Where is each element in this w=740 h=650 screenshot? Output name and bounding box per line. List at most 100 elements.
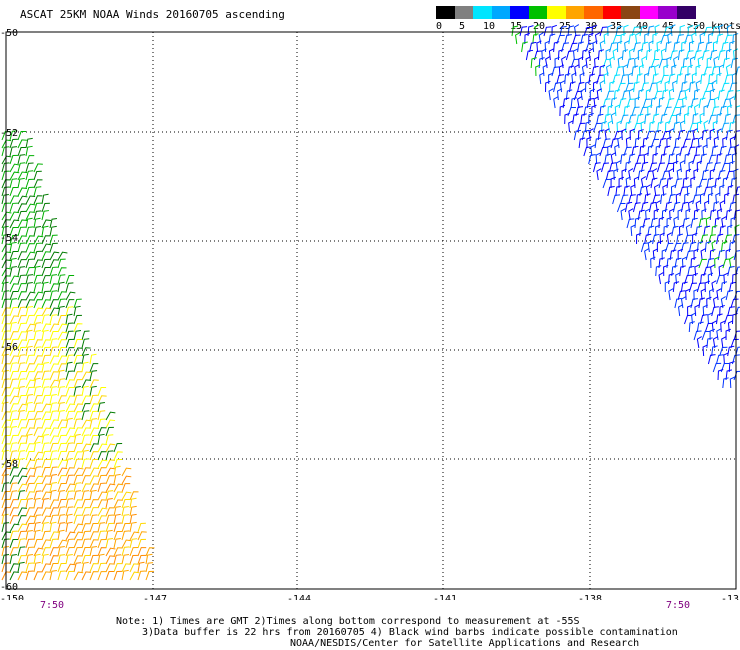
wind-barb: [645, 49, 653, 61]
wind-barb: [716, 113, 723, 125]
wind-barb: [559, 104, 566, 117]
wind-barb: [9, 211, 20, 221]
wind-barb: [682, 177, 689, 189]
wind-barb: [733, 90, 740, 101]
wind-barb: [81, 330, 90, 341]
wind-barb: [33, 435, 44, 445]
wind-barb: [129, 554, 138, 565]
wind-barb: [57, 409, 65, 421]
wind-barb: [57, 529, 65, 541]
wind-barb: [647, 225, 655, 237]
wind-barb: [561, 42, 570, 53]
wind-barb: [733, 290, 740, 301]
wind-barb: [41, 202, 50, 213]
wind-barb: [145, 570, 155, 581]
wind-barb: [65, 370, 74, 381]
wind-barb: [41, 433, 49, 445]
wind-barb: [731, 72, 738, 85]
wind-barb: [17, 354, 26, 365]
wind-barb: [25, 467, 36, 477]
wind-barb: [703, 266, 712, 277]
wind-barb: [1, 513, 9, 525]
wind-barb: [9, 171, 20, 181]
wind-barb: [9, 290, 19, 301]
wind-barb: [81, 467, 91, 477]
wind-barb: [73, 499, 83, 509]
wind-barb: [663, 264, 669, 277]
wind-barb: [97, 499, 107, 509]
wind-barb: [655, 265, 662, 277]
wind-barb: [41, 290, 50, 301]
wind-barb: [684, 192, 690, 205]
wind-barb: [556, 34, 565, 45]
wind-barb: [711, 225, 718, 237]
wind-barb: [17, 507, 27, 517]
wind-barb: [729, 136, 736, 149]
wind-barb: [607, 104, 614, 117]
wind-barb: [539, 72, 545, 85]
wind-barb: [57, 346, 67, 357]
wind-barb: [666, 232, 673, 245]
wind-barb: [121, 546, 130, 557]
wind-barb: [732, 114, 740, 125]
wind-barb: [590, 144, 596, 157]
wind-barb: [612, 48, 618, 61]
wind-barb: [713, 96, 720, 109]
wind-barb: [89, 571, 99, 581]
wind-barb: [49, 218, 58, 229]
wind-barb: [113, 483, 124, 493]
wind-barb: [9, 266, 18, 277]
wind-barb: [105, 459, 115, 469]
wind-barb: [696, 336, 702, 349]
wind-barb: [709, 88, 716, 101]
wind-barb: [17, 154, 26, 165]
wind-barb: [680, 296, 687, 309]
wind-barb: [613, 168, 619, 181]
wind-barb: [695, 185, 702, 197]
wind-barb: [734, 224, 740, 237]
wind-barb: [583, 105, 591, 117]
wind-barb: [1, 131, 11, 141]
wind-barb: [666, 98, 675, 109]
wind-barb: [698, 178, 707, 189]
wind-barb: [57, 267, 67, 277]
wind-barb: [113, 499, 123, 509]
wind-barb: [733, 370, 740, 381]
wind-barb: [81, 514, 90, 525]
wind-barb: [65, 498, 74, 509]
wind-barb: [735, 105, 740, 117]
wind-barb: [57, 483, 67, 493]
wind-barb: [649, 82, 658, 93]
wind-barb: [89, 427, 100, 437]
wind-barb: [658, 97, 665, 109]
wind-barb: [9, 362, 18, 373]
wind-barb: [703, 225, 711, 237]
wind-barb: [33, 466, 42, 477]
wind-barb: [73, 571, 84, 581]
wind-barb: [33, 427, 43, 437]
wind-barb: [642, 137, 649, 149]
wind-barb: [583, 146, 592, 157]
wind-barb: [129, 547, 139, 557]
wind-barb: [65, 570, 75, 581]
wind-barb: [33, 529, 41, 541]
wind-barb: [690, 217, 698, 229]
wind-barb: [65, 531, 76, 541]
wind-barb: [653, 49, 660, 61]
wind-barb: [25, 497, 33, 509]
wind-barb: [73, 362, 82, 373]
wind-barb: [620, 153, 627, 165]
wind-barb: [1, 538, 10, 549]
wind-barb: [634, 56, 640, 69]
wind-barb: [121, 505, 129, 517]
wind-barb: [612, 74, 621, 85]
wind-barb: [543, 26, 552, 37]
wind-barb: [49, 338, 58, 349]
wind-barb: [17, 419, 27, 429]
wind-barb: [57, 427, 67, 437]
wind-barb: [57, 570, 66, 581]
wind-barb: [105, 426, 114, 437]
wind-barb: [25, 162, 34, 173]
wind-barb: [617, 82, 626, 93]
colorbar-label: 40: [636, 21, 649, 32]
